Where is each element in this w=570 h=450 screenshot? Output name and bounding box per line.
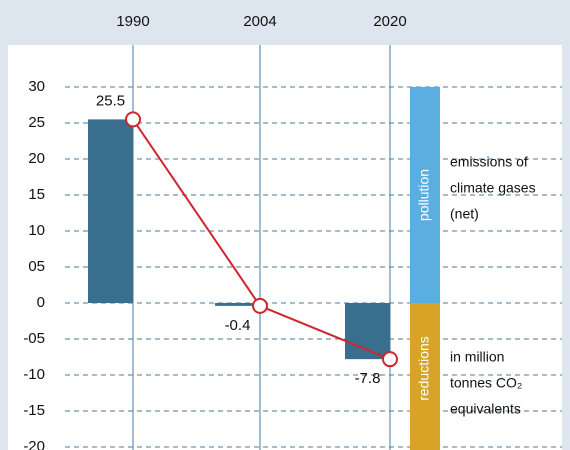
point — [125, 111, 141, 128]
bar — [88, 119, 133, 304]
y-tick-label: -05 — [23, 330, 45, 347]
y-tick-label: 15 — [28, 186, 45, 203]
band — [410, 303, 440, 450]
y-tick-label: -10 — [23, 366, 45, 383]
bar — [215, 303, 260, 306]
annotation: in million — [450, 349, 504, 365]
y-tick-label: -20 — [23, 438, 45, 450]
band-label: reductions — [416, 336, 432, 401]
annotation: tonnes CO₂ — [450, 375, 522, 391]
band — [410, 87, 440, 303]
annotation: climate gases — [450, 180, 536, 196]
x-tick-label: 2004 — [243, 13, 276, 30]
y-tick-label: 05 — [28, 258, 45, 275]
annotation: emissions of — [450, 154, 528, 170]
y-tick-label: -15 — [23, 402, 45, 419]
x-tick-label: 2020 — [373, 13, 406, 30]
y-tick-label: 0 — [37, 294, 45, 311]
point — [382, 351, 398, 368]
y-tick-label: 20 — [28, 150, 45, 167]
y-tick-label: 25 — [28, 114, 45, 131]
point — [252, 297, 268, 314]
data-label: -7.8 — [355, 370, 381, 387]
x-tick-label: 1990 — [116, 13, 149, 30]
annotation: (net) — [450, 206, 479, 222]
y-tick-label: 30 — [28, 78, 45, 95]
y-tick-label: 10 — [28, 222, 45, 239]
data-label: -0.4 — [225, 317, 251, 334]
band-label: pollution — [416, 169, 432, 221]
annotation: equivalents — [450, 401, 521, 417]
data-label: 25.5 — [96, 92, 125, 109]
